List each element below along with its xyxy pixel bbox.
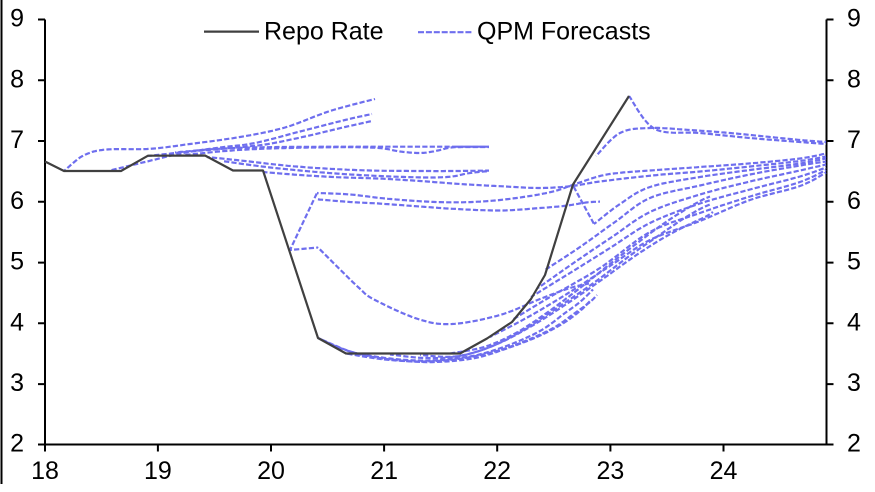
svg-text:8: 8 (10, 65, 24, 93)
svg-text:3: 3 (10, 369, 24, 397)
svg-text:5: 5 (847, 248, 861, 276)
svg-text:8: 8 (847, 65, 861, 93)
svg-text:2: 2 (10, 430, 24, 458)
svg-text:9: 9 (847, 5, 861, 33)
svg-text:6: 6 (10, 187, 24, 215)
svg-text:18: 18 (31, 457, 59, 485)
svg-text:23: 23 (596, 457, 624, 485)
svg-text:19: 19 (144, 457, 172, 485)
svg-text:9: 9 (10, 5, 24, 33)
svg-text:4: 4 (847, 308, 861, 336)
svg-text:3: 3 (847, 369, 861, 397)
svg-text:7: 7 (847, 126, 861, 154)
svg-text:21: 21 (370, 457, 398, 485)
svg-text:6: 6 (847, 187, 861, 215)
svg-text:5: 5 (10, 248, 24, 276)
svg-text:7: 7 (10, 126, 24, 154)
svg-text:QPM Forecasts: QPM Forecasts (477, 18, 651, 46)
svg-text:24: 24 (710, 457, 738, 485)
svg-text:20: 20 (257, 457, 285, 485)
svg-text:Repo Rate: Repo Rate (264, 18, 384, 46)
svg-text:22: 22 (483, 457, 511, 485)
svg-text:2: 2 (847, 430, 861, 458)
svg-text:4: 4 (10, 308, 24, 336)
